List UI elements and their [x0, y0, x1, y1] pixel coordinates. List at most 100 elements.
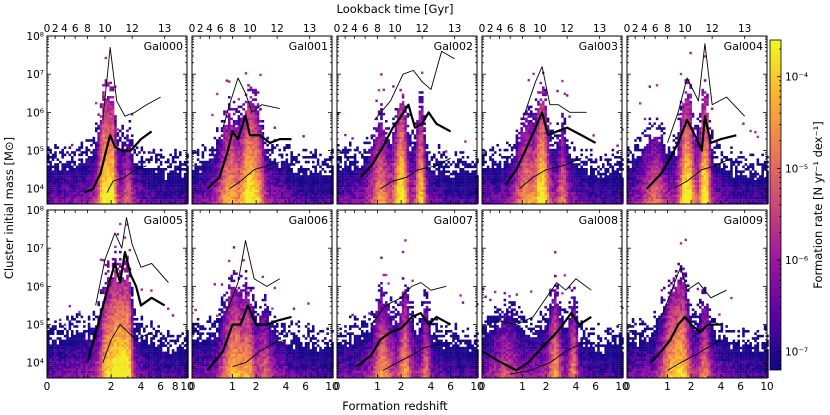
heatmap-cell — [87, 156, 91, 159]
heatmap-cell — [316, 180, 320, 183]
heatmap-cell — [494, 160, 497, 164]
heatmap-cell — [397, 189, 400, 193]
heatmap-cell — [99, 127, 103, 130]
heatmap-cell — [409, 151, 412, 154]
heatmap-cell — [216, 160, 219, 164]
heatmap-cell — [399, 189, 402, 193]
heatmap-cell — [104, 196, 108, 200]
heatmap-cell — [87, 175, 91, 178]
heatmap-cell — [389, 170, 393, 173]
heatmap-cell — [297, 201, 301, 205]
heatmap-cell — [380, 201, 383, 205]
heatmap-cell — [71, 180, 74, 183]
heatmap-cell — [353, 192, 357, 195]
heatmap-cell — [80, 199, 84, 202]
heatmap-cell — [80, 168, 84, 171]
heatmap-cell — [87, 165, 91, 169]
heatmap-cell — [266, 160, 269, 164]
heatmap-cell — [66, 184, 69, 188]
heatmap-cell — [61, 189, 64, 193]
heatmap-cell — [216, 182, 219, 185]
heatmap-cell — [459, 189, 462, 193]
heatmap-cell — [54, 192, 57, 195]
heatmap-cell — [223, 189, 226, 193]
heatmap-cell — [411, 194, 414, 197]
heatmap-cell — [181, 182, 184, 185]
heatmap-cell — [99, 187, 103, 190]
heatmap-cell — [356, 168, 359, 171]
heatmap-cell — [471, 180, 474, 183]
heatmap-cell — [114, 127, 117, 130]
heatmap-cell — [276, 165, 279, 169]
heatmap-cell — [321, 160, 325, 164]
heatmap-cell — [288, 163, 291, 166]
heatmap-cell — [111, 110, 115, 113]
heatmap-cell — [309, 170, 313, 173]
heatmap-cell — [131, 194, 134, 197]
heatmap-cell — [506, 189, 509, 193]
heatmap-cell — [314, 189, 317, 193]
heatmap-cell — [423, 170, 426, 173]
heatmap-cell — [259, 73, 262, 77]
heatmap-cell — [256, 187, 260, 190]
heatmap-cell — [290, 189, 293, 193]
heatmap-cell — [316, 192, 320, 195]
heatmap-cell — [447, 189, 450, 193]
heatmap-cell — [247, 199, 250, 202]
heatmap-cell — [290, 201, 293, 205]
heatmap-cell — [498, 184, 502, 188]
heatmap-cell — [409, 163, 412, 166]
heatmap-cell — [54, 168, 57, 171]
heatmap-cell — [297, 192, 301, 195]
heatmap-cell — [285, 177, 289, 181]
heatmap-cell — [75, 170, 79, 173]
top-tick-label: 12 — [415, 23, 428, 35]
heatmap-cell — [204, 163, 207, 166]
heatmap-cell — [401, 168, 405, 171]
heatmap-cell — [123, 180, 127, 183]
heatmap-cell — [394, 132, 398, 135]
heatmap-cell — [430, 170, 434, 173]
heatmap-cell — [111, 136, 115, 140]
heatmap-cell — [126, 189, 129, 193]
heatmap-cell — [471, 199, 474, 202]
heatmap-cell — [304, 177, 308, 181]
heatmap-cell — [216, 129, 219, 133]
heatmap-cell — [97, 153, 100, 157]
heatmap-cell — [268, 180, 272, 183]
heatmap-cell — [394, 180, 398, 183]
heatmap-cell — [225, 129, 229, 133]
heatmap-cell — [95, 184, 98, 188]
heatmap-cell — [261, 196, 265, 200]
heatmap-cell — [164, 182, 168, 185]
heatmap-cell — [430, 175, 434, 178]
heatmap-cell — [353, 194, 357, 197]
heatmap-cell — [95, 196, 98, 200]
heatmap-cell — [353, 175, 357, 178]
heatmap-cell — [249, 112, 253, 116]
heatmap-cell — [159, 189, 163, 193]
heatmap-cell — [259, 160, 262, 164]
heatmap-cell — [102, 199, 105, 202]
heatmap-cell — [252, 120, 255, 123]
heatmap-cell — [78, 146, 81, 149]
heatmap-cell — [457, 175, 460, 178]
heatmap-cell — [244, 194, 248, 197]
heatmap-cell — [85, 158, 88, 161]
heatmap-cell — [510, 170, 514, 173]
heatmap-cell — [382, 148, 386, 152]
heatmap-cell — [316, 201, 320, 205]
heatmap-cell — [71, 192, 74, 195]
heatmap-cell — [401, 117, 405, 121]
heatmap-cell — [183, 189, 187, 193]
heatmap-cell — [61, 180, 64, 183]
heatmap-cell — [228, 134, 231, 137]
heatmap-cell — [392, 168, 395, 171]
heatmap-cell — [382, 177, 386, 181]
heatmap-cell — [220, 141, 224, 145]
heatmap-cell — [218, 201, 221, 205]
heatmap-cell — [312, 160, 315, 164]
heatmap-cell — [494, 177, 497, 181]
heatmap-cell — [264, 182, 267, 185]
heatmap-cell — [321, 182, 325, 185]
